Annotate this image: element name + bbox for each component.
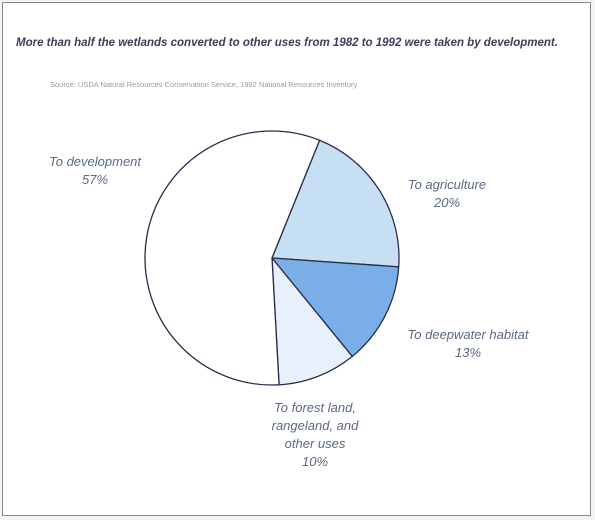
slice-label: To forest land, rangeland, and other uses 1… — [272, 400, 360, 469]
slice-label: To deepwater habitat 13% — [408, 327, 530, 360]
slice-name-label: To agriculture — [408, 177, 486, 192]
slice-name-label: To development — [49, 154, 142, 169]
slice-name-label: To deepwater habitat — [408, 327, 530, 342]
slice-name-label: other uses — [285, 436, 346, 451]
slice-name-label: rangeland, and — [272, 418, 360, 433]
pie-slice — [144, 130, 321, 386]
pie-slice — [271, 139, 400, 268]
slice-value-label: 10% — [302, 454, 328, 469]
pie-slice — [271, 257, 400, 358]
pie-slices — [144, 130, 400, 386]
pie-slice — [271, 257, 353, 386]
chart-title: More than half the wetlands converted to… — [16, 37, 558, 49]
chart-source: Source: USDA Natural Resources Conservat… — [50, 80, 358, 89]
slice-value-label: 20% — [433, 195, 460, 210]
slice-label: To development 57% — [49, 154, 142, 187]
slice-label: To agriculture 20% — [408, 177, 486, 210]
slice-value-label: 57% — [82, 172, 108, 187]
slice-value-label: 13% — [455, 345, 481, 360]
pie-labels: To development 57% To agriculture 20% To dee… — [49, 154, 530, 469]
slice-name-label: To forest land, — [274, 400, 356, 415]
